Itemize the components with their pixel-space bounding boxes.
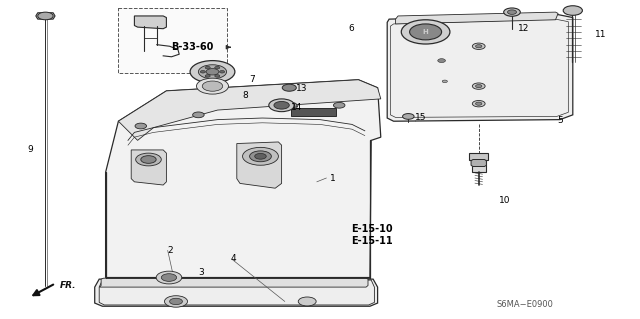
Circle shape xyxy=(161,274,177,281)
Circle shape xyxy=(196,78,228,94)
Circle shape xyxy=(215,66,220,69)
Text: FR.: FR. xyxy=(60,281,76,290)
Text: 13: 13 xyxy=(296,84,307,93)
Circle shape xyxy=(403,114,414,119)
Circle shape xyxy=(472,43,485,49)
Circle shape xyxy=(135,123,147,129)
Text: H: H xyxy=(423,29,428,35)
Circle shape xyxy=(476,45,482,48)
Text: 15: 15 xyxy=(415,113,426,122)
Text: 7: 7 xyxy=(250,75,255,84)
Text: 9: 9 xyxy=(27,145,33,154)
Circle shape xyxy=(198,65,227,79)
Polygon shape xyxy=(118,80,381,140)
Circle shape xyxy=(250,151,271,162)
Circle shape xyxy=(205,66,210,69)
Circle shape xyxy=(508,10,516,14)
Text: 3: 3 xyxy=(198,268,204,277)
Polygon shape xyxy=(131,150,166,185)
Polygon shape xyxy=(387,14,573,121)
Text: 5: 5 xyxy=(557,116,563,125)
Text: 10: 10 xyxy=(499,197,511,205)
Circle shape xyxy=(472,100,485,107)
Polygon shape xyxy=(99,278,368,287)
Circle shape xyxy=(298,297,316,306)
Circle shape xyxy=(141,156,156,163)
Circle shape xyxy=(136,153,161,166)
Circle shape xyxy=(206,69,219,75)
Circle shape xyxy=(243,147,278,165)
Circle shape xyxy=(476,85,482,88)
Circle shape xyxy=(190,61,235,83)
Circle shape xyxy=(285,102,297,108)
Text: 14: 14 xyxy=(291,103,303,112)
Circle shape xyxy=(438,59,445,63)
Bar xyxy=(118,8,227,73)
Circle shape xyxy=(563,6,582,15)
Polygon shape xyxy=(396,12,558,24)
Polygon shape xyxy=(95,279,378,306)
Circle shape xyxy=(220,70,225,73)
Polygon shape xyxy=(106,80,381,278)
Text: E-15-10: E-15-10 xyxy=(351,224,392,234)
Circle shape xyxy=(476,102,482,105)
Circle shape xyxy=(200,70,205,73)
Text: 1: 1 xyxy=(330,174,335,182)
Circle shape xyxy=(504,8,520,16)
Circle shape xyxy=(274,101,289,109)
Circle shape xyxy=(205,75,210,77)
Circle shape xyxy=(472,83,485,89)
Polygon shape xyxy=(36,13,55,19)
Text: 2: 2 xyxy=(168,246,173,255)
Circle shape xyxy=(442,80,447,83)
Bar xyxy=(472,160,486,172)
Circle shape xyxy=(333,102,345,108)
Circle shape xyxy=(170,298,182,305)
Text: 6: 6 xyxy=(349,24,355,33)
Bar xyxy=(469,153,488,160)
Circle shape xyxy=(193,112,204,118)
Text: 4: 4 xyxy=(230,254,236,263)
Circle shape xyxy=(282,84,296,91)
Text: 12: 12 xyxy=(518,24,530,33)
Polygon shape xyxy=(134,16,166,29)
Text: B-33-60: B-33-60 xyxy=(172,42,214,52)
Text: S6MA−E0900: S6MA−E0900 xyxy=(497,300,553,309)
Circle shape xyxy=(202,81,223,91)
Circle shape xyxy=(215,75,220,77)
Text: E-15-11: E-15-11 xyxy=(351,236,392,246)
Polygon shape xyxy=(471,160,486,167)
Circle shape xyxy=(410,24,442,40)
Circle shape xyxy=(164,296,188,307)
Text: 11: 11 xyxy=(595,30,607,39)
Circle shape xyxy=(156,271,182,284)
Polygon shape xyxy=(237,142,282,188)
Circle shape xyxy=(255,153,266,159)
Text: 8: 8 xyxy=(242,91,248,100)
Circle shape xyxy=(401,20,450,44)
Circle shape xyxy=(38,12,53,20)
Circle shape xyxy=(269,99,294,112)
Bar xyxy=(291,108,336,116)
